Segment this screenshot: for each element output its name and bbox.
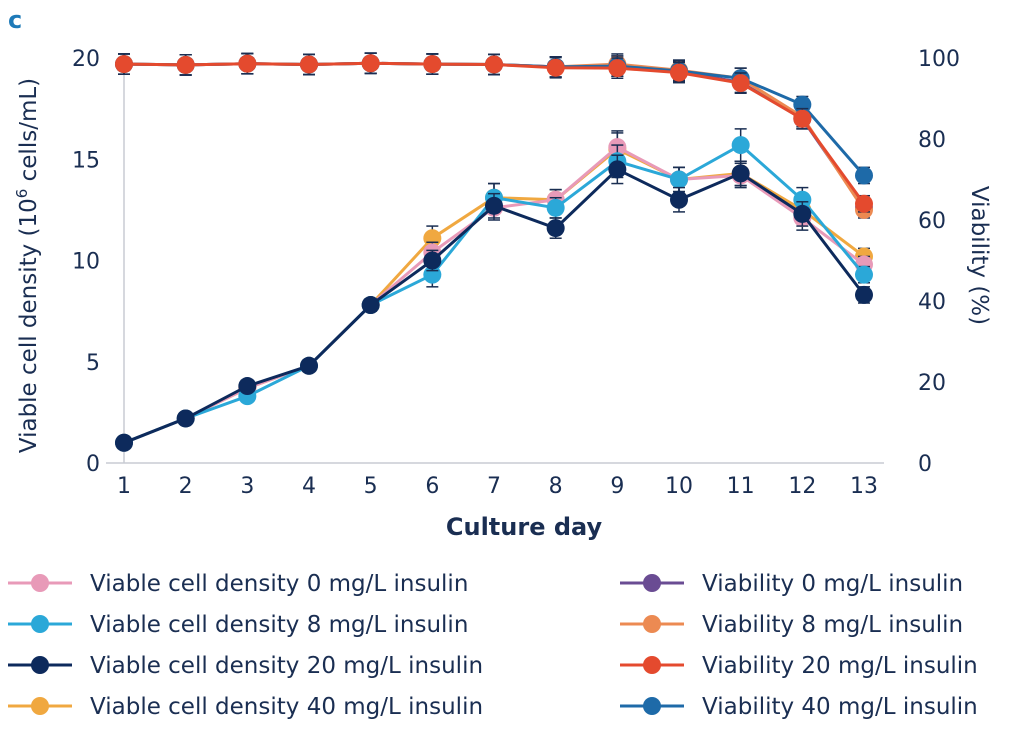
x-tick-label: 2 [179,474,193,499]
legend-swatch-marker [643,697,661,715]
legend-label: Viable cell density 20 mg/L insulin [90,653,483,679]
data-point [485,196,503,215]
y-right-tick-label: 0 [918,452,932,477]
data-point [670,190,688,209]
data-point [361,54,380,73]
data-point [608,59,627,78]
data-point [731,136,750,155]
data-point [731,74,750,93]
legend-label: Viability 20 mg/L insulin [702,653,978,679]
data-point [546,219,565,238]
legend-swatch-marker [643,656,661,674]
x-tick-label: 4 [302,474,316,499]
x-tick-label: 12 [788,474,816,499]
data-point [793,190,812,209]
data-point [855,166,873,185]
data-point [176,55,195,74]
legend-label: Viability 0 mg/L insulin [702,571,963,597]
data-point [670,170,688,189]
data-point [855,285,873,304]
legend-item: Viability 0 mg/L insulin [620,571,963,597]
data-point [546,198,565,217]
data-point [176,409,195,428]
data-point [423,251,442,270]
y-left-tick-label: 5 [86,351,100,376]
legend-swatch-marker [31,574,49,592]
legend-item: Viable cell density 8 mg/L insulin [8,612,468,638]
legend-label: Viability 40 mg/L insulin [702,694,978,720]
data-point [793,109,812,128]
y-left-tick-label: 15 [72,148,100,173]
x-axis-title: Culture day [446,513,603,541]
data-point [485,55,503,74]
data-point [300,55,318,74]
x-tick-label: 10 [665,474,693,499]
data-point [300,356,318,375]
data-point [855,194,873,213]
legend-label: Viable cell density 0 mg/L insulin [90,571,468,597]
legend-item: Viability 8 mg/L insulin [620,612,963,638]
legend-label: Viability 8 mg/L insulin [702,612,963,638]
y-axis-left-title-superscript: 6 [13,189,31,199]
panel-label: c [8,6,22,34]
data-point [423,55,442,74]
legend-label: Viable cell density 8 mg/L insulin [90,612,468,638]
x-tick-label: 6 [425,474,439,499]
x-tick-label: 3 [240,474,254,499]
x-tick-label: 1 [117,474,131,499]
y-left-tick-label: 0 [86,452,100,477]
legend-item: Viability 40 mg/L insulin [620,694,978,720]
y-axis-left-title-main: Viable cell density (10 [16,198,42,453]
y-right-tick-label: 20 [918,371,946,396]
series-line [123,61,866,177]
y-right-tick-label: 40 [918,290,946,315]
data-point [115,55,133,74]
data-point [855,265,873,284]
y-right-tick-label: 100 [918,47,960,72]
legend-item: Viability 20 mg/L insulin [620,653,978,679]
x-tick-label: 8 [549,474,563,499]
y-axis-right-title: Viability (%) [966,186,992,325]
data-point [238,54,257,73]
y-right-tick-label: 80 [918,128,946,153]
data-point [670,63,688,82]
legend-item: Viable cell density 40 mg/L insulin [8,694,483,720]
data-point [731,164,750,183]
legend-item: Viable cell density 20 mg/L insulin [8,653,483,679]
y-left-tick-label: 20 [72,47,100,72]
x-tick-label: 11 [727,474,755,499]
data-point [546,58,565,77]
legend-swatch-marker [31,615,49,633]
data-point [238,377,257,396]
legend-swatch-marker [31,697,49,715]
legend-label: Viable cell density 40 mg/L insulin [90,694,483,720]
data-point [115,433,133,452]
data-point [608,160,627,179]
data-point [793,204,812,223]
y-left-tick-label: 10 [72,250,100,275]
y-axis-left-title-tail: cells/mL) [16,78,42,189]
series-2 [115,154,873,452]
y-axis-left-title: Viable cell density (106 cells/mL) [13,78,42,453]
legend-swatch-marker [31,656,49,674]
x-tick-label: 5 [364,474,378,499]
legend-swatch-marker [643,615,661,633]
y-right-tick-label: 60 [918,209,946,234]
legend-swatch-marker [643,574,661,592]
x-tick-label: 9 [610,474,624,499]
x-tick-label: 13 [850,474,878,499]
series-6 [115,52,873,213]
series-1 [115,128,873,452]
legend-item: Viable cell density 0 mg/L insulin [8,571,468,597]
data-point [361,296,380,315]
x-tick-label: 7 [487,474,501,499]
